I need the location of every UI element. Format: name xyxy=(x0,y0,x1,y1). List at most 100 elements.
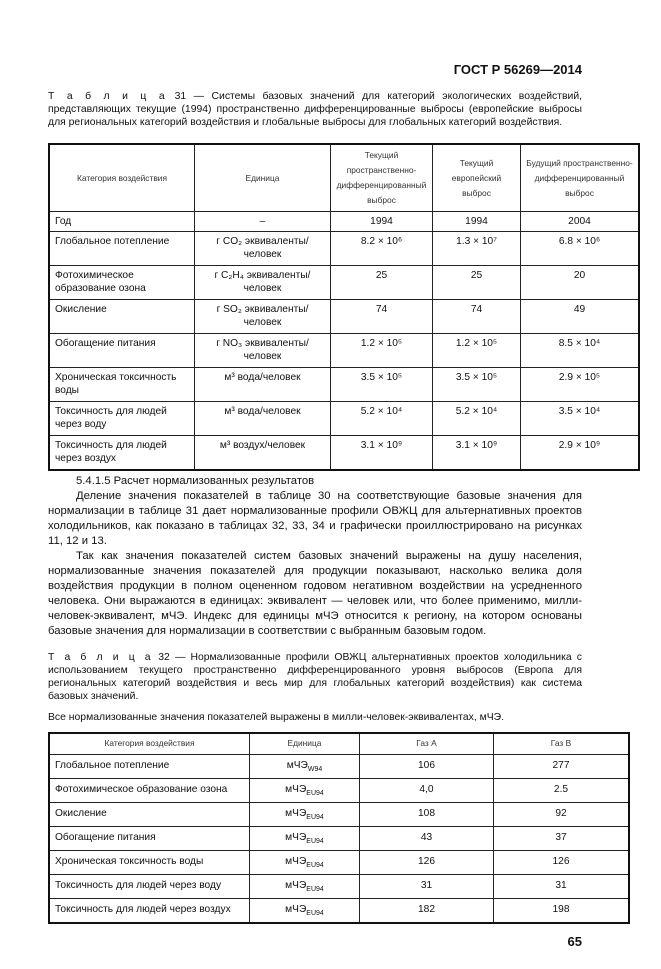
table-row: Фотохимическое образование озона мЧЭEU94 4… xyxy=(48,778,630,803)
table-cell: 182 xyxy=(359,898,494,924)
table-cell: 106 xyxy=(359,754,494,779)
unit-cell: мЧЭEU94 xyxy=(249,874,360,899)
unit: мЧЭ xyxy=(286,760,308,771)
table-cell: 5.2 × 10⁴ xyxy=(432,401,521,436)
unit-region: EU94 xyxy=(306,814,324,822)
unit: мЧЭ xyxy=(285,856,307,867)
table-cell: 37 xyxy=(493,826,630,851)
unit-region: EU94 xyxy=(306,862,324,870)
table-cell: м³ вода/человек xyxy=(194,367,331,402)
table-cell: Окисление xyxy=(48,802,250,827)
table-cell: Фотохимическое образование озона xyxy=(48,265,195,300)
table-cell: Фотохимическое образование озона xyxy=(48,778,250,803)
column-header: Газ В xyxy=(493,732,630,755)
table-cell: г NO₃ эквиваленты/человек xyxy=(194,333,331,368)
table-cell: Токсичность для людей через воздух xyxy=(48,435,195,471)
column-header: Единица xyxy=(249,732,360,755)
table-label: Т а б л и ц а xyxy=(48,652,154,663)
unit-region: EU94 xyxy=(306,838,324,846)
table-row: Токсичность для людей через воду мЧЭEU94 3… xyxy=(48,874,630,899)
unit-cell: мЧЭEU94 xyxy=(249,850,360,875)
table-31: Категория воздействия Единица Текущий прос… xyxy=(48,143,640,471)
table-cell: 4,0 xyxy=(359,778,494,803)
table-cell: 108 xyxy=(359,802,494,827)
table-cell: 3.5 × 10⁴ xyxy=(520,401,640,436)
table-cell: 74 xyxy=(432,299,521,334)
table-cell: г C₂H₄ эквиваленты/человек xyxy=(194,265,331,300)
table-cell: 49 xyxy=(520,299,640,334)
table-cell: 1.2 × 10⁵ xyxy=(330,333,433,368)
table-cell: м³ воздух/человек xyxy=(194,435,331,471)
unit-region: EU94 xyxy=(306,790,324,798)
table-cell: Обогащение питания xyxy=(48,333,195,368)
table-cell: Токсичность для людей через воду xyxy=(48,401,195,436)
unit-region: W94 xyxy=(307,766,323,774)
table-cell: 3.1 × 10⁹ xyxy=(330,435,433,471)
table-cell: 198 xyxy=(493,898,630,924)
table-cell: 20 xyxy=(520,265,640,300)
table31-caption: Т а б л и ц а 31 — Системы базовых значе… xyxy=(48,90,582,129)
column-header: Будущий пространственно-дифференцированн… xyxy=(520,143,640,212)
table-cell: м³ вода/человек xyxy=(194,401,331,436)
unit-region: EU94 xyxy=(306,886,324,894)
table-row: Глобальное потепление г CO₂ эквиваленты/ч… xyxy=(48,231,640,266)
unit-cell: мЧЭEU94 xyxy=(249,826,360,851)
table-cell: 43 xyxy=(359,826,494,851)
page-number: 65 xyxy=(567,934,582,949)
unit-cell: мЧЭW94 xyxy=(249,754,360,779)
column-header: Текущий европейский выброс xyxy=(432,143,521,212)
table-cell: 31 xyxy=(493,874,630,899)
table-cell: 31 xyxy=(359,874,494,899)
table-row: Хроническая токсичность воды мЧЭEU94 126 12… xyxy=(48,850,630,875)
column-header: Категория воздействия xyxy=(48,143,195,212)
table-cell: – xyxy=(194,211,331,232)
table-row: Токсичность для людей через воду м³ вода/… xyxy=(48,401,640,436)
table-cell: Обогащение питания xyxy=(48,826,250,851)
table-cell: 25 xyxy=(432,265,521,300)
table-cell: Токсичность для людей через воду xyxy=(48,874,250,899)
table-cell: 1994 xyxy=(432,211,521,232)
paragraph: Деление значения показателей в таблице 3… xyxy=(48,490,582,547)
unit: мЧЭ xyxy=(285,784,307,795)
table-row: Токсичность для людей через воздух м³ воз… xyxy=(48,435,640,471)
table-cell: 126 xyxy=(359,850,494,875)
table-row: Обогащение питания мЧЭEU94 43 37 xyxy=(48,826,630,851)
table-cell: 2004 xyxy=(520,211,640,232)
table-cell: Окисление xyxy=(48,299,195,334)
section-5-4-1-5: 5.4.1.5 Расчет нормализованных результат… xyxy=(48,474,582,639)
table-row: Обогащение питания г NO₃ эквиваленты/чело… xyxy=(48,333,640,368)
table-cell: 2.5 xyxy=(493,778,630,803)
table-cell: 3.1 × 10⁹ xyxy=(432,435,521,471)
table-cell: 74 xyxy=(330,299,433,334)
table-cell: Хроническая токсичность воды xyxy=(48,367,195,402)
table32-caption: Т а б л и ц а 32 — Нормализованные профи… xyxy=(48,651,582,703)
table-cell: 1994 xyxy=(330,211,433,232)
table-cell: 5.2 × 10⁴ xyxy=(330,401,433,436)
paragraph: Так как значения показателей систем базо… xyxy=(48,550,582,637)
table-cell: 1.3 × 10⁷ xyxy=(432,231,521,266)
column-header: Категория воздействия xyxy=(48,732,250,755)
table-row: Хроническая токсичность воды м³ вода/чело… xyxy=(48,367,640,402)
table-cell: Токсичность для людей через воздух xyxy=(48,898,250,924)
table-cell: Глобальное потепление xyxy=(48,754,250,779)
table-label: Т а б л и ц а xyxy=(48,91,168,102)
unit: мЧЭ xyxy=(285,904,307,915)
table31-caption-text: 31 — Системы базовых значений для катего… xyxy=(48,91,583,128)
column-header: Текущий пространственно-дифференцированн… xyxy=(330,143,433,212)
table-cell: 6.8 × 10⁶ xyxy=(520,231,640,266)
table-cell: Хроническая токсичность воды xyxy=(48,850,250,875)
table-32: Категория воздействия Единица Газ А Газ В Г… xyxy=(48,732,630,924)
document-code: ГОСТ Р 56269—2014 xyxy=(453,62,582,77)
table-header-row: Категория воздействия Единица Текущий прос… xyxy=(48,143,640,212)
table-header-row: Категория воздействия Единица Газ А Газ В xyxy=(48,732,630,755)
table-cell: 92 xyxy=(493,802,630,827)
table-cell: 2.9 × 10⁹ xyxy=(520,435,640,471)
column-header: Единица xyxy=(194,143,331,212)
table-cell: 277 xyxy=(493,754,630,779)
section-heading: 5.4.1.5 Расчет нормализованных результат… xyxy=(76,475,315,487)
unit-cell: мЧЭEU94 xyxy=(249,802,360,827)
table32-caption-text: 32 — Нормализованные профили ОВЖЦ альтер… xyxy=(48,652,583,702)
table-row: Токсичность для людей через воздух мЧЭEU9… xyxy=(48,898,630,924)
table-cell: Год xyxy=(48,211,195,232)
unit: мЧЭ xyxy=(285,880,307,891)
